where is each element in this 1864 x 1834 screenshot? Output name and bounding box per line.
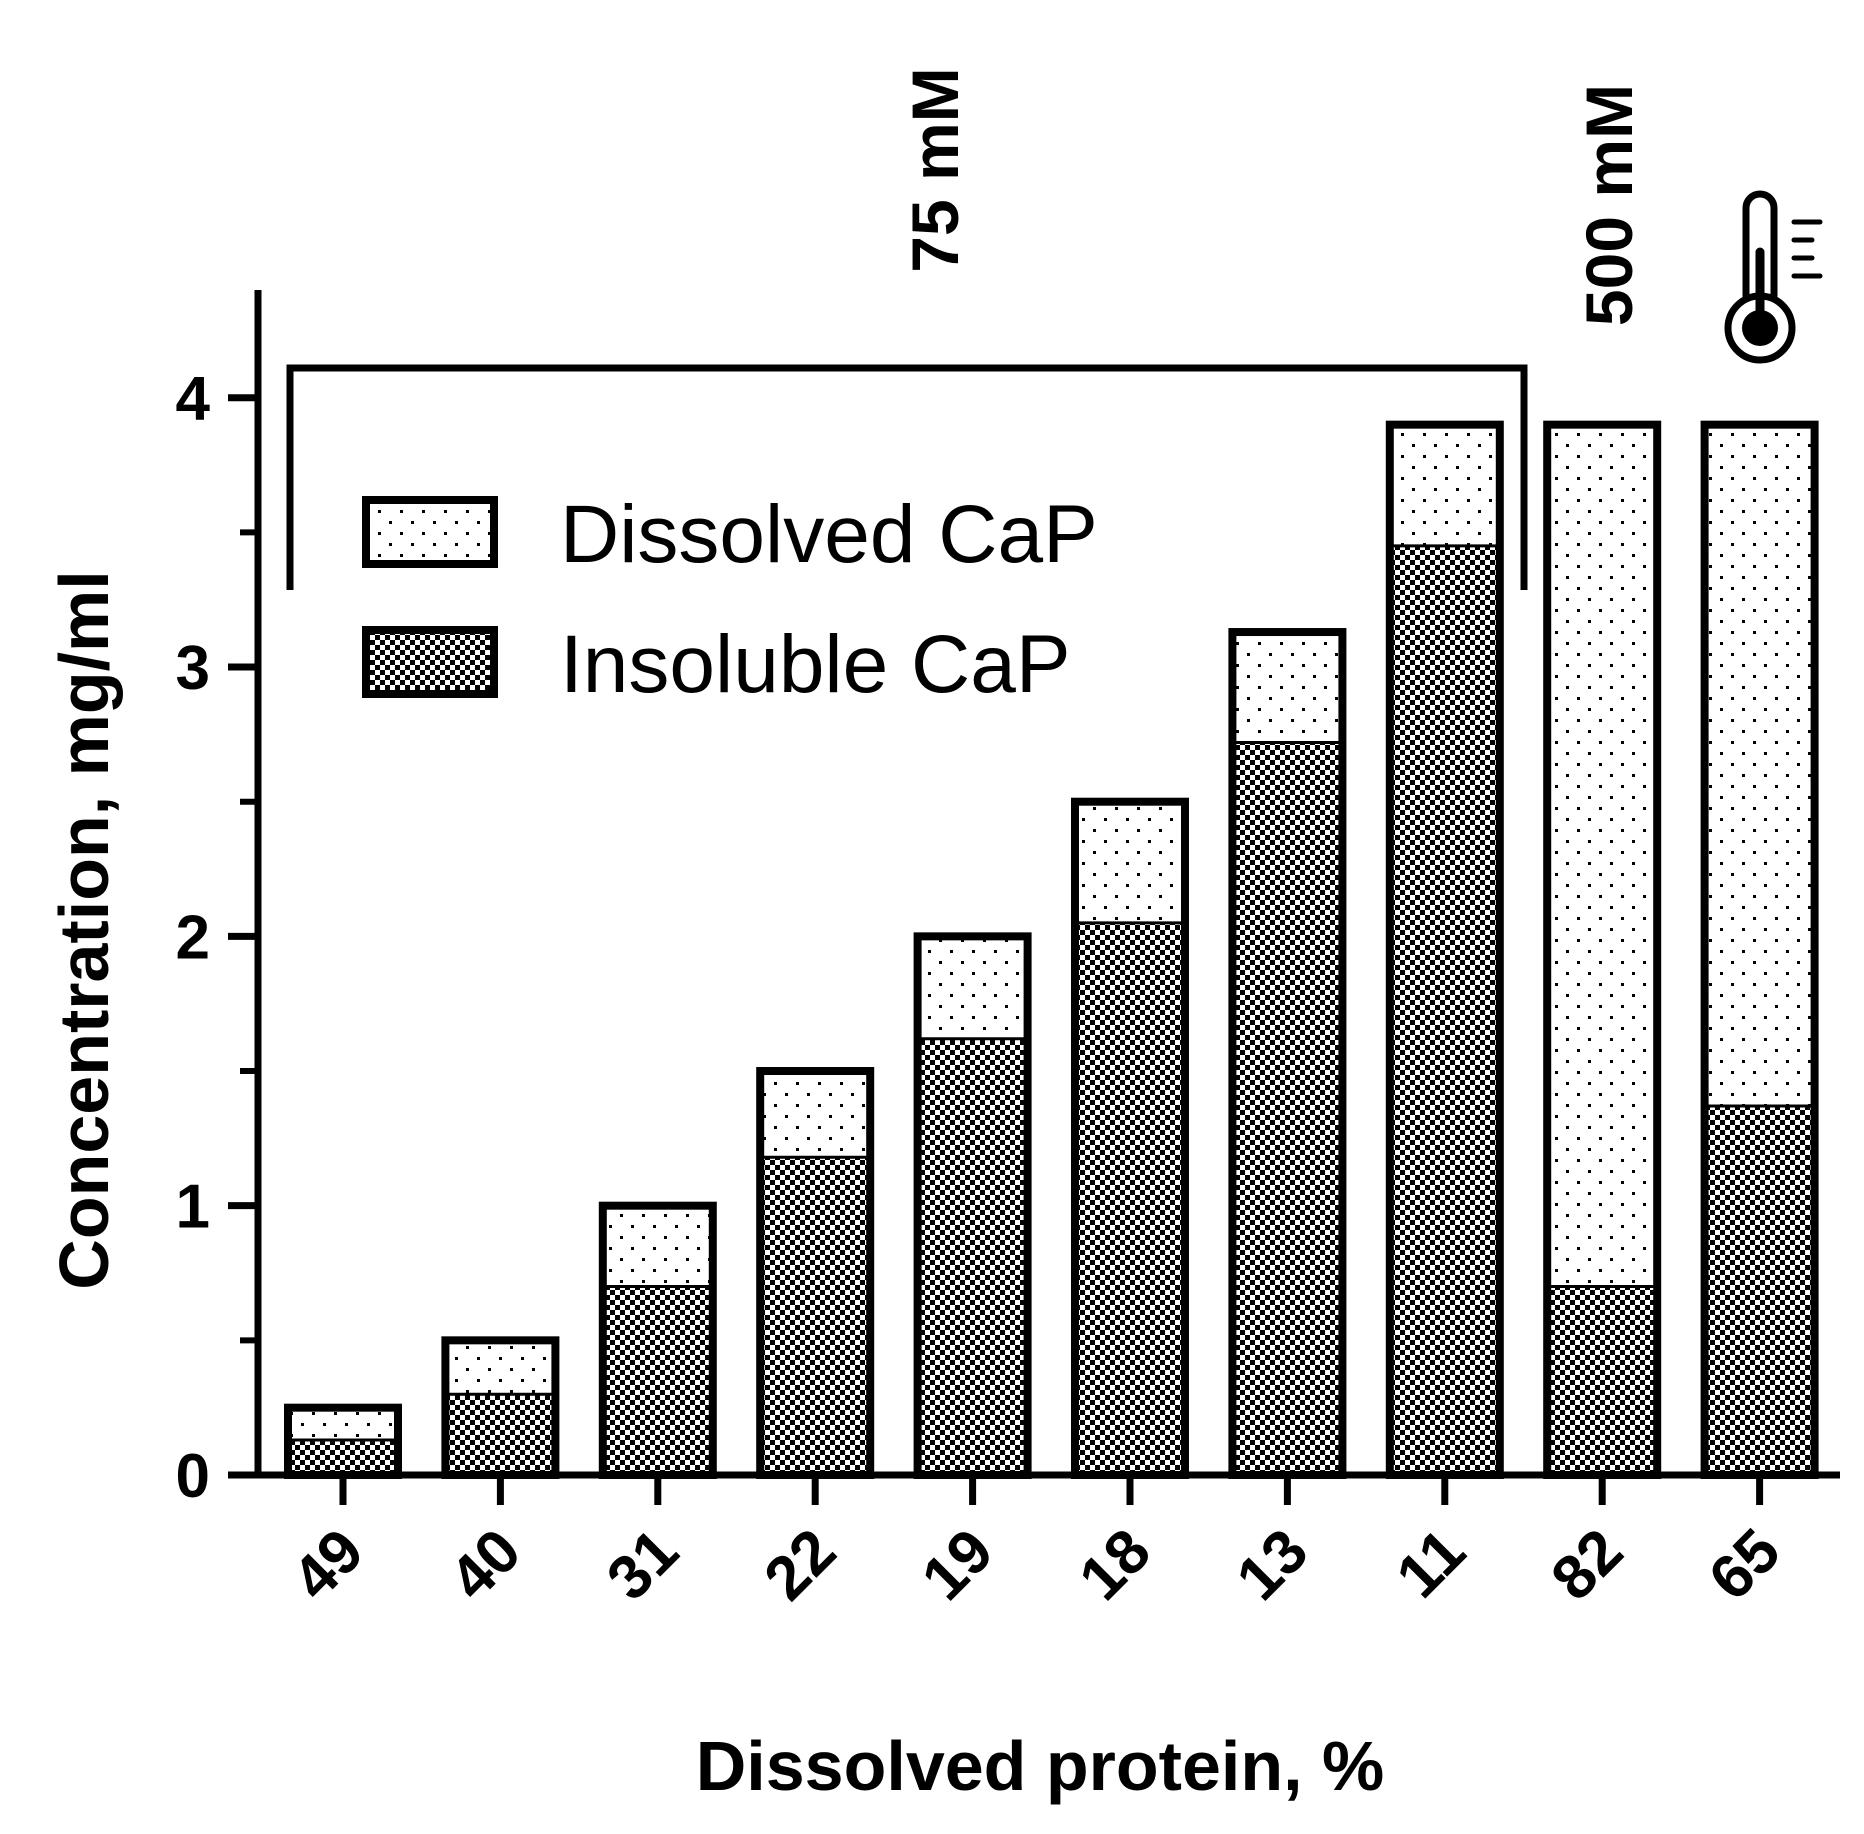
- bar-segment-dissolved-19: [917, 936, 1028, 1039]
- x-tick-label-40: 40: [437, 1516, 535, 1614]
- y-axis-title: Concentration, mg/ml: [45, 570, 123, 1289]
- thermometer-icon: [1724, 190, 1823, 364]
- x-tick-label-31: 31: [594, 1516, 692, 1614]
- legend-label-dissolved: Dissolved CaP: [560, 489, 1098, 580]
- y-tick-label-4: 4: [176, 365, 211, 434]
- y-tick-label-2: 2: [176, 903, 210, 972]
- axes-layer: [228, 290, 1840, 1505]
- bar-segment-insoluble-82: [1547, 1286, 1658, 1475]
- x-tick-label-65: 65: [1696, 1516, 1794, 1614]
- bar-segment-insoluble-19: [917, 1038, 1028, 1475]
- bar-segment-dissolved-18: [1075, 801, 1185, 923]
- bar-segment-dissolved-13: [1232, 632, 1343, 743]
- bar-segment-insoluble-11: [1389, 545, 1500, 1475]
- x-tick-label-49: 49: [279, 1516, 377, 1614]
- label-75mm: 75 mM: [898, 67, 972, 272]
- legend-swatch-dissolved: [362, 496, 498, 568]
- bar-segment-insoluble-22: [760, 1157, 871, 1475]
- legend: Dissolved CaP Insoluble CaP: [362, 489, 1098, 710]
- bar-segment-insoluble-18: [1075, 922, 1185, 1475]
- annotations: 75 mM 500 mM: [286, 67, 1823, 590]
- legend-swatch-insoluble: [362, 626, 498, 698]
- x-axis-title: Dissolved protein, %: [696, 1727, 1384, 1805]
- bar-segment-insoluble-31: [602, 1286, 713, 1475]
- x-tick-label-82: 82: [1539, 1516, 1637, 1614]
- y-tick-label-3: 3: [176, 634, 210, 703]
- bar-segment-insoluble-40: [445, 1394, 556, 1475]
- x-tick-label-13: 13: [1224, 1516, 1322, 1614]
- x-tick-label-18: 18: [1066, 1516, 1164, 1614]
- bar-segment-dissolved-31: [602, 1205, 713, 1287]
- bar-segment-dissolved-82: [1547, 424, 1658, 1287]
- bar-segment-insoluble-49: [288, 1439, 398, 1475]
- bar-segment-dissolved-65: [1704, 424, 1815, 1107]
- y-tick-label-0: 0: [176, 1442, 210, 1511]
- y-tick-label-1: 1: [176, 1173, 210, 1242]
- bar-segment-dissolved-49: [288, 1407, 398, 1440]
- bar-segment-insoluble-65: [1704, 1106, 1815, 1475]
- bar-segment-dissolved-22: [760, 1071, 871, 1158]
- x-tick-label-22: 22: [752, 1516, 850, 1614]
- x-tick-label-11: 11: [1384, 1516, 1479, 1611]
- legend-label-insoluble: Insoluble CaP: [560, 619, 1071, 710]
- bar-segment-insoluble-13: [1232, 742, 1343, 1475]
- bars-layer: [284, 420, 1819, 1480]
- x-tick-label-19: 19: [909, 1516, 1007, 1614]
- label-500mm: 500 mM: [1572, 84, 1646, 326]
- bar-segment-dissolved-40: [445, 1340, 556, 1395]
- bar-segment-dissolved-11: [1389, 424, 1500, 546]
- bracket-75mm: [286, 364, 1528, 590]
